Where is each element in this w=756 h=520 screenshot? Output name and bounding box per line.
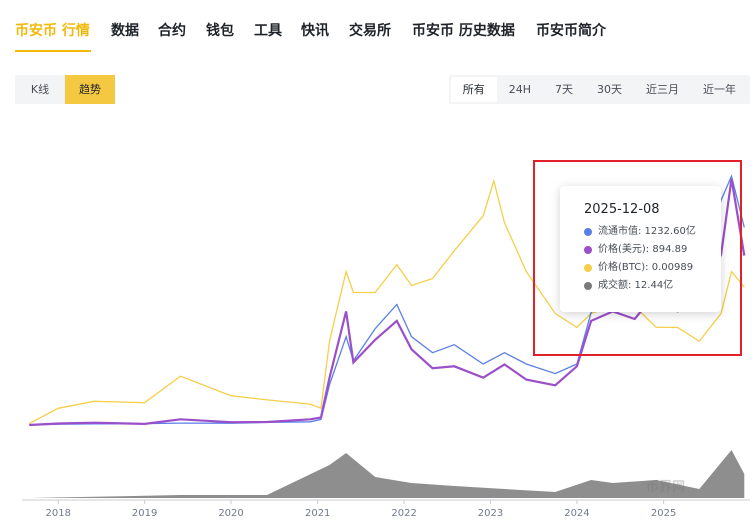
tab-history[interactable]: 币安币 历史数据 (412, 23, 515, 39)
tooltip-row-price-btc: 价格(BTC): 0.00989 (584, 259, 721, 277)
trend-button[interactable]: 趋势 (65, 75, 115, 104)
chart-tooltip: 2025-12-08 流通市值: 1232.60亿 价格(美元): 894.89… (560, 186, 721, 312)
tooltip-price-btc: 价格(BTC): 0.00989 (598, 262, 694, 273)
tab-data[interactable]: 数据 (111, 23, 139, 39)
tooltip-price-usd: 价格(美元): 894.89 (598, 244, 688, 255)
range-selector: 所有 24H 7天 30天 近三月 近一年 (448, 75, 750, 104)
active-tab-underline (15, 50, 91, 52)
x-tick-label: 2023 (478, 508, 503, 519)
tab-wallet[interactable]: 钱包 (206, 23, 234, 39)
volume-dot-icon (584, 282, 592, 290)
tab-intro[interactable]: 币安币简介 (536, 23, 606, 39)
tooltip-market-cap: 流通市值: 1232.60亿 (598, 226, 696, 237)
series-price-btc-line (28, 178, 745, 425)
top-nav: 币安币 行情 数据 合约 钱包 工具 快讯 交易所 币安币 历史数据 币安币简介 (0, 0, 756, 56)
range-24h[interactable]: 24H (508, 83, 531, 96)
tooltip-date: 2025-12-08 (584, 202, 660, 217)
x-tick-label: 2025 (651, 508, 676, 519)
tooltip-row-price-usd: 价格(美元): 894.89 (584, 241, 721, 259)
tab-news[interactable]: 快讯 (301, 23, 329, 39)
x-tick-label: 2024 (564, 508, 589, 519)
tooltip-row-volume: 成交额: 12.44亿 (584, 277, 721, 295)
range-all[interactable]: 所有 (450, 77, 497, 102)
price-usd-dot-icon (584, 246, 592, 254)
tab-exchanges[interactable]: 交易所 (349, 23, 391, 39)
market-cap-dot-icon (584, 228, 592, 236)
x-tick-label: 2021 (305, 508, 330, 519)
watermark-logo: 币界网 (646, 480, 686, 495)
x-tick-label: 2019 (132, 508, 157, 519)
view-toggle: K线 趋势 (15, 75, 115, 104)
highlight-box (533, 160, 742, 356)
range-7d[interactable]: 7天 (555, 83, 573, 96)
x-tick-label: 2020 (218, 508, 243, 519)
range-1y[interactable]: 近一年 (703, 83, 736, 96)
kline-button[interactable]: K线 (15, 75, 65, 104)
price-btc-dot-icon (584, 264, 592, 272)
range-3m[interactable]: 近三月 (646, 83, 679, 96)
tab-tools[interactable]: 工具 (254, 23, 282, 39)
x-tick-label: 2022 (391, 508, 416, 519)
x-tick-label: 2018 (45, 508, 70, 519)
tab-market[interactable]: 币安币 行情 (15, 23, 90, 39)
range-30d[interactable]: 30天 (597, 83, 622, 96)
tooltip-volume: 成交额: 12.44亿 (598, 280, 674, 291)
tab-contract[interactable]: 合约 (158, 23, 186, 39)
tooltip-row-market-cap: 流通市值: 1232.60亿 (584, 223, 721, 241)
series-volume-area (29, 450, 745, 498)
